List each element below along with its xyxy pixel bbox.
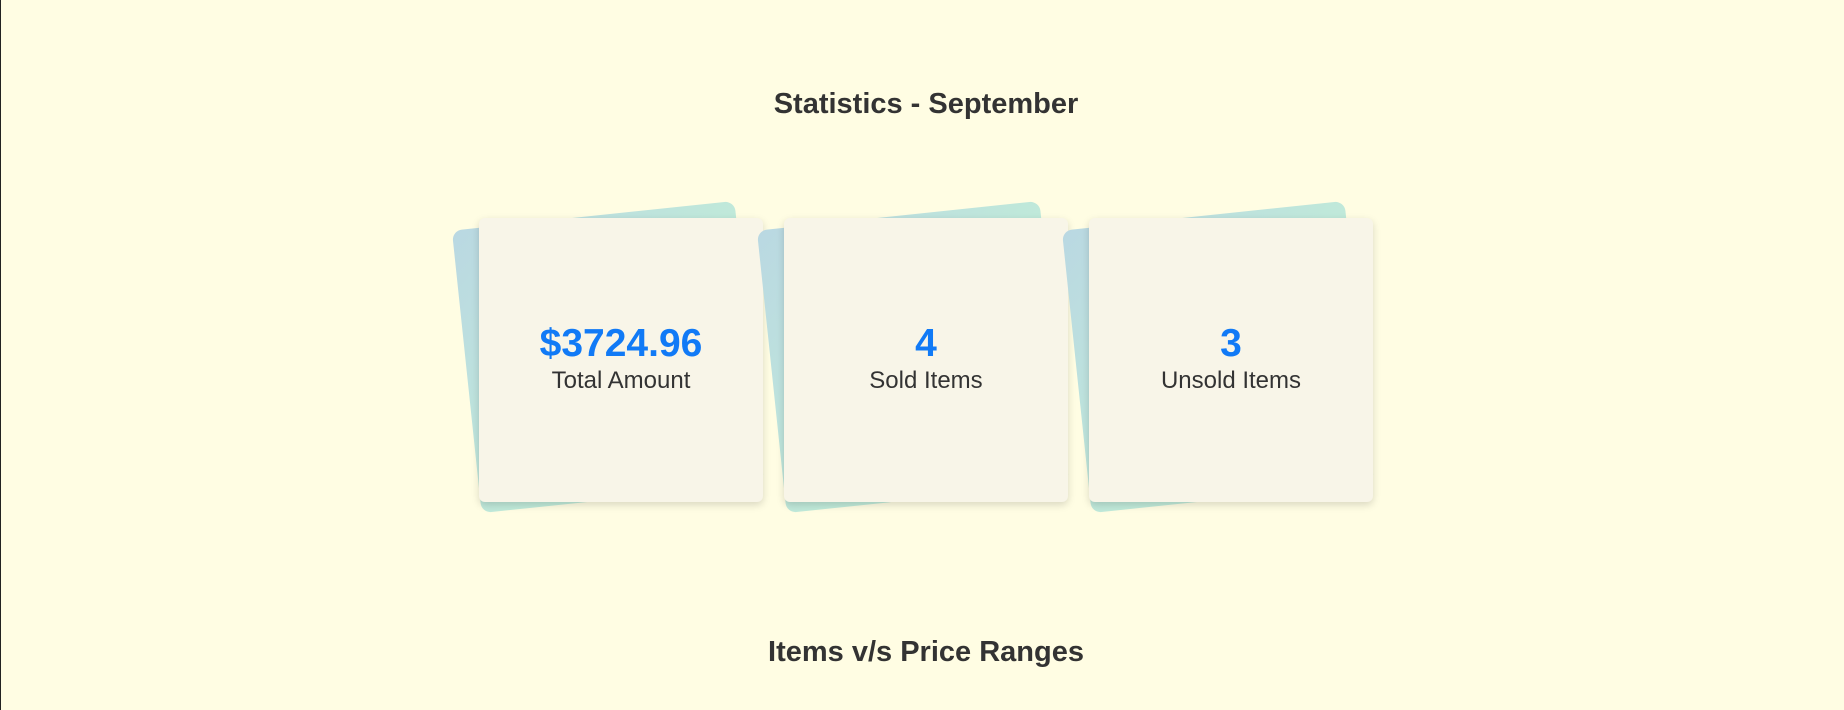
stat-value: 3: [1220, 322, 1242, 365]
stat-label: Total Amount: [551, 367, 691, 394]
card-face: 3 Unsold Items: [1089, 218, 1373, 502]
card-face: $3724.96 Total Amount: [479, 218, 763, 502]
window-edge: [0, 0, 1, 710]
stat-card-total-amount: $3724.96 Total Amount: [451, 200, 765, 514]
chart-section-title: Items v/s Price Ranges: [768, 636, 1084, 668]
stat-card-unsold-items: 3 Unsold Items: [1061, 200, 1375, 514]
stats-cards: $3724.96 Total Amount 4 Sold Items 3 Uns…: [451, 200, 1375, 514]
stat-card-sold-items: 4 Sold Items: [756, 200, 1070, 514]
stat-value: 4: [915, 322, 937, 365]
stat-label: Sold Items: [869, 367, 983, 394]
stat-value: $3724.96: [539, 322, 703, 365]
page-title: Statistics - September: [773, 88, 1079, 120]
stat-label: Unsold Items: [1160, 367, 1302, 394]
card-face: 4 Sold Items: [784, 218, 1068, 502]
